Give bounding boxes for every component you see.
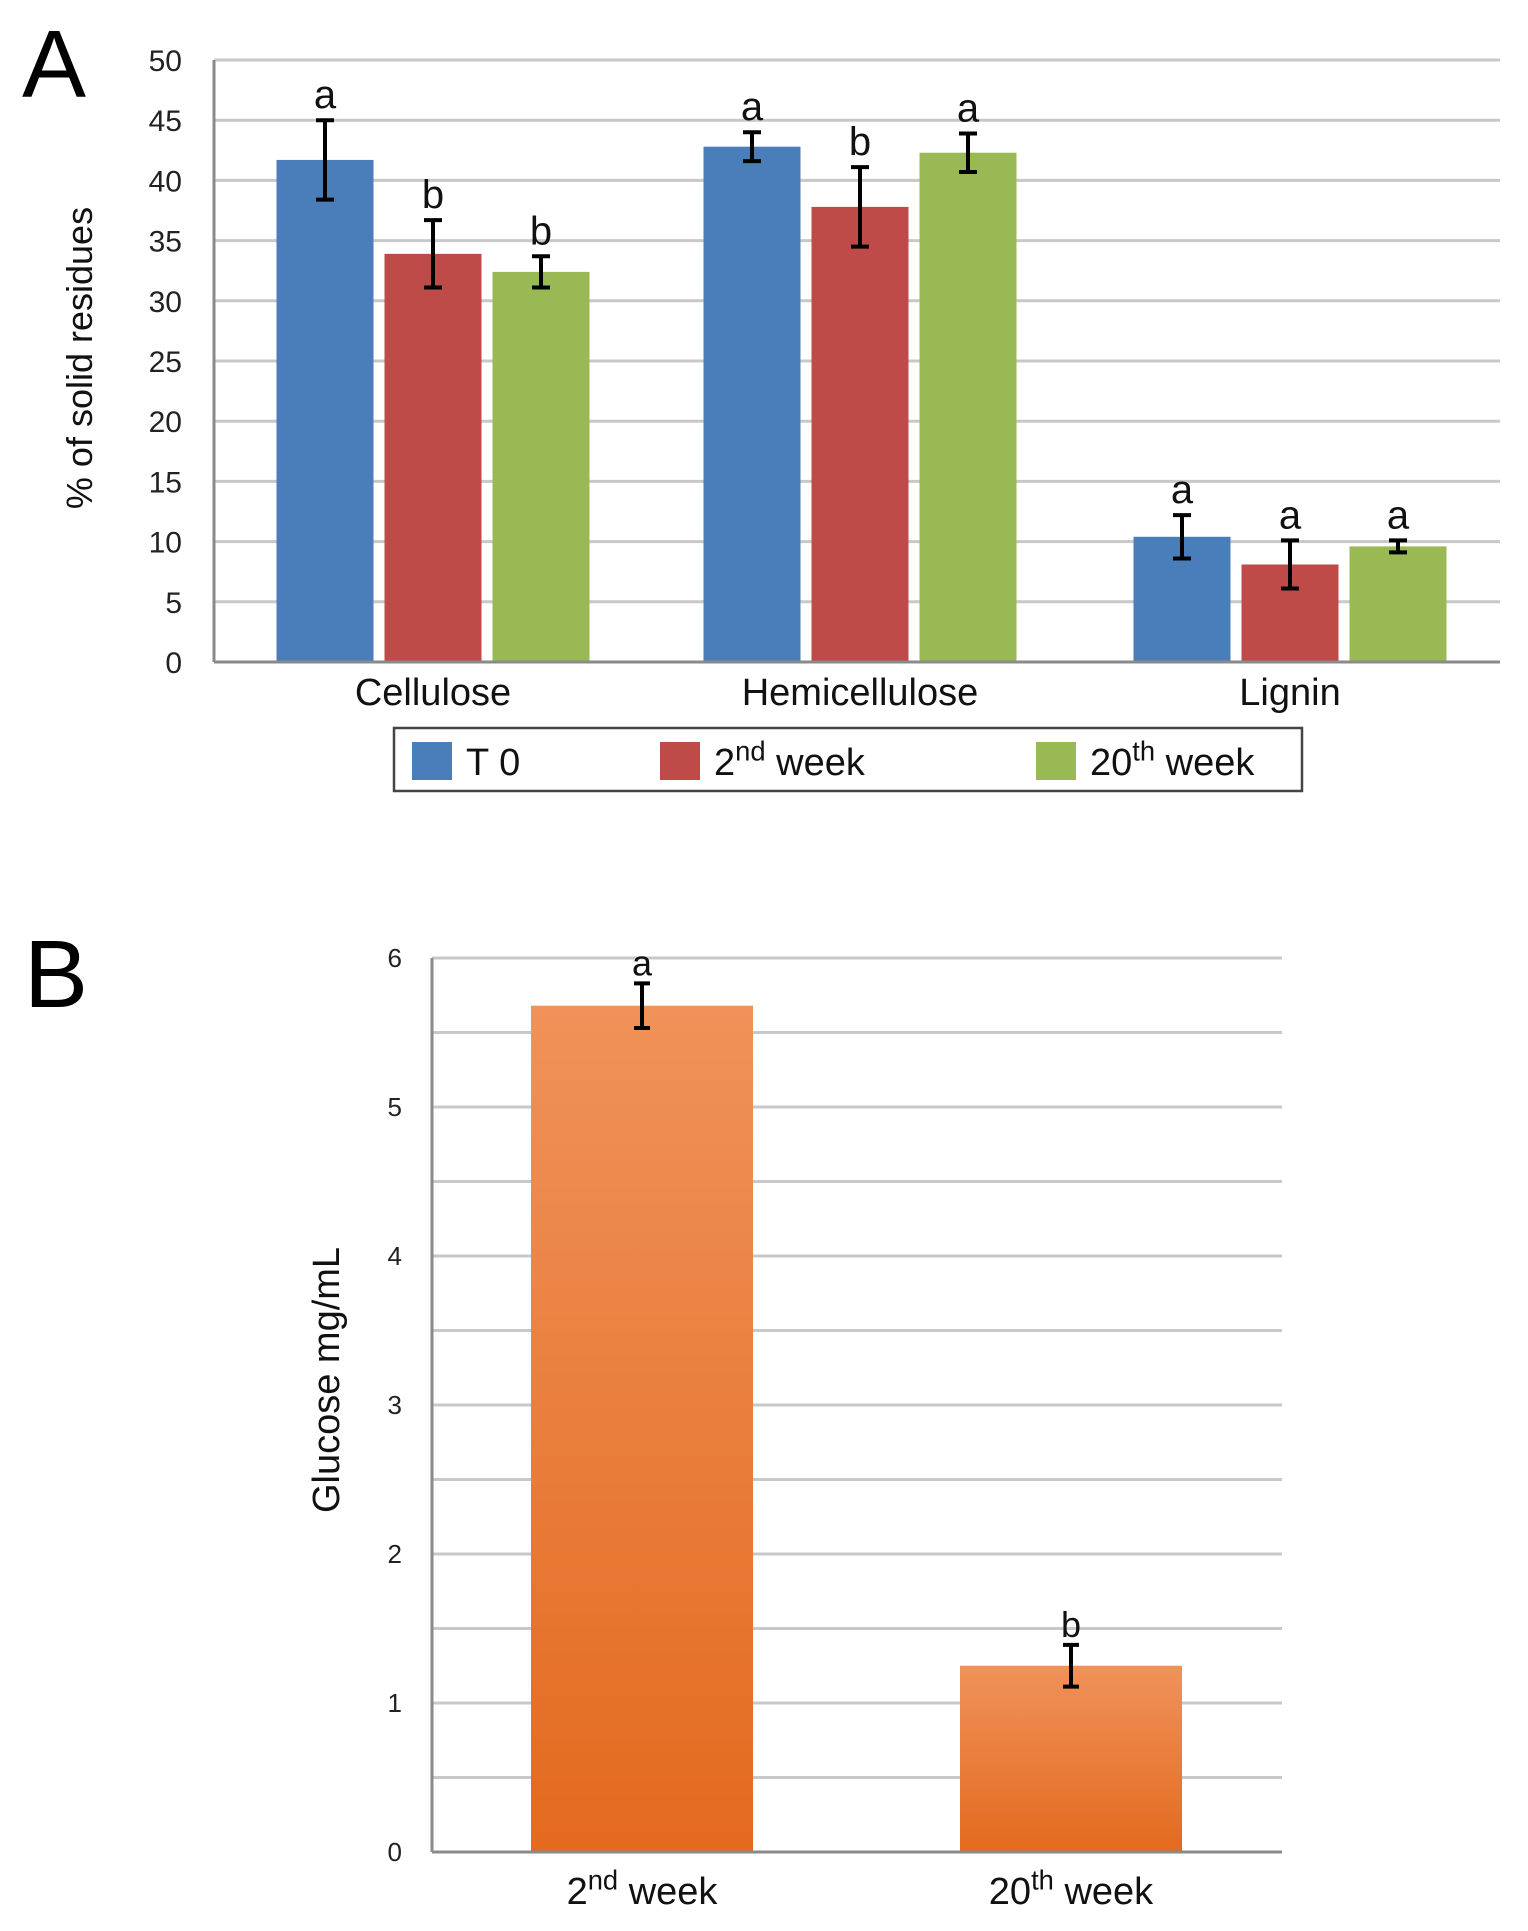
significance-letter: a <box>741 85 764 129</box>
y-tick-label: 5 <box>388 1092 402 1122</box>
y-tick-label: 50 <box>149 45 182 78</box>
panel-a-category-labels: Cellulose Hemicellulose Lignin <box>355 672 1341 714</box>
y-tick-label: 30 <box>149 286 182 319</box>
y-tick-label: 20 <box>149 406 182 439</box>
error-bar <box>743 130 761 164</box>
legend-label: 20th week <box>1090 736 1255 784</box>
y-tick-label: 4 <box>388 1241 402 1271</box>
category-label: Lignin <box>1239 672 1340 714</box>
panel-b-y-ticks: 0 1 2 3 4 5 6 <box>388 943 402 1867</box>
bar <box>960 1665 1182 1852</box>
y-tick-label: 35 <box>149 226 182 259</box>
significance-letter: a <box>632 942 653 983</box>
bar <box>276 159 374 662</box>
y-tick-label: 5 <box>165 587 182 620</box>
bar <box>492 271 590 662</box>
panel-a-error-bars <box>316 118 1407 591</box>
error-bar <box>316 118 334 202</box>
category-label: Cellulose <box>355 672 511 714</box>
significance-letter: a <box>1279 493 1302 537</box>
y-tick-label: 2 <box>388 1539 402 1569</box>
bar <box>811 206 909 662</box>
panel-b-letter: B <box>24 921 88 1028</box>
legend-frame <box>392 726 1304 793</box>
panel-b-category-labels: 2nd week 20th week <box>567 1865 1155 1913</box>
significance-letter: b <box>1061 1604 1081 1645</box>
y-tick-label: 3 <box>388 1390 402 1420</box>
panel-a-y-ticks: 0 5 10 15 20 25 30 35 40 45 50 <box>149 45 182 680</box>
legend-swatch <box>412 742 452 780</box>
y-tick-label: 6 <box>388 943 402 973</box>
legend-swatch <box>1036 742 1076 780</box>
legend-label: T 0 <box>466 742 520 784</box>
panel-b-y-axis-title: Glucose mg/mL <box>306 1247 348 1513</box>
panel-a-legend: T 0 2nd week 20th week <box>392 726 1304 793</box>
y-tick-label: 0 <box>388 1837 402 1867</box>
y-tick-label: 15 <box>149 466 182 499</box>
y-tick-label: 0 <box>165 647 182 680</box>
error-bar <box>851 165 869 249</box>
error-bar <box>1389 538 1407 555</box>
panel-b-bars <box>531 1005 1182 1852</box>
y-tick-label: 10 <box>149 527 182 560</box>
y-tick-label: 40 <box>149 165 182 198</box>
error-bar <box>1173 513 1191 561</box>
category-label: Hemicellulose <box>742 672 979 714</box>
significance-letter: b <box>422 173 444 217</box>
panel-a-letter: A <box>22 11 86 118</box>
error-bar <box>532 254 550 290</box>
y-tick-label: 25 <box>149 346 182 379</box>
y-tick-label: 45 <box>149 105 182 138</box>
error-bar <box>634 981 650 1031</box>
bar <box>919 152 1017 662</box>
legend-label: 2nd week <box>714 736 866 784</box>
panel-a-chart: A 0 5 10 15 20 25 30 35 40 45 50 a a a b b a b a a Cellulo… <box>22 11 1500 793</box>
bar <box>531 1005 753 1852</box>
panel-a-bars <box>276 146 1447 663</box>
significance-letter: a <box>957 86 980 130</box>
bar <box>384 253 482 662</box>
category-label: 2nd week <box>567 1865 719 1913</box>
y-tick-label: 1 <box>388 1688 402 1718</box>
error-bar <box>424 218 442 290</box>
category-label: 20th week <box>989 1865 1154 1913</box>
significance-letter: a <box>1387 493 1410 537</box>
significance-letter: b <box>849 120 871 164</box>
error-bar <box>959 131 977 174</box>
legend-swatch <box>660 742 700 780</box>
panel-a-significance-letters: a a a b b a b a a <box>314 73 1410 537</box>
bar <box>703 146 801 663</box>
significance-letter: a <box>1171 468 1194 512</box>
panel-b-error-bars <box>634 981 1079 1689</box>
significance-letter: a <box>314 73 337 117</box>
error-bar <box>1063 1642 1079 1689</box>
panel-b-significance-letters: ab <box>632 942 1081 1645</box>
significance-letter: b <box>530 209 552 253</box>
bar <box>1349 546 1447 662</box>
error-bar <box>1281 538 1299 591</box>
panel-a-y-axis-title: % of solid residues <box>59 207 100 509</box>
